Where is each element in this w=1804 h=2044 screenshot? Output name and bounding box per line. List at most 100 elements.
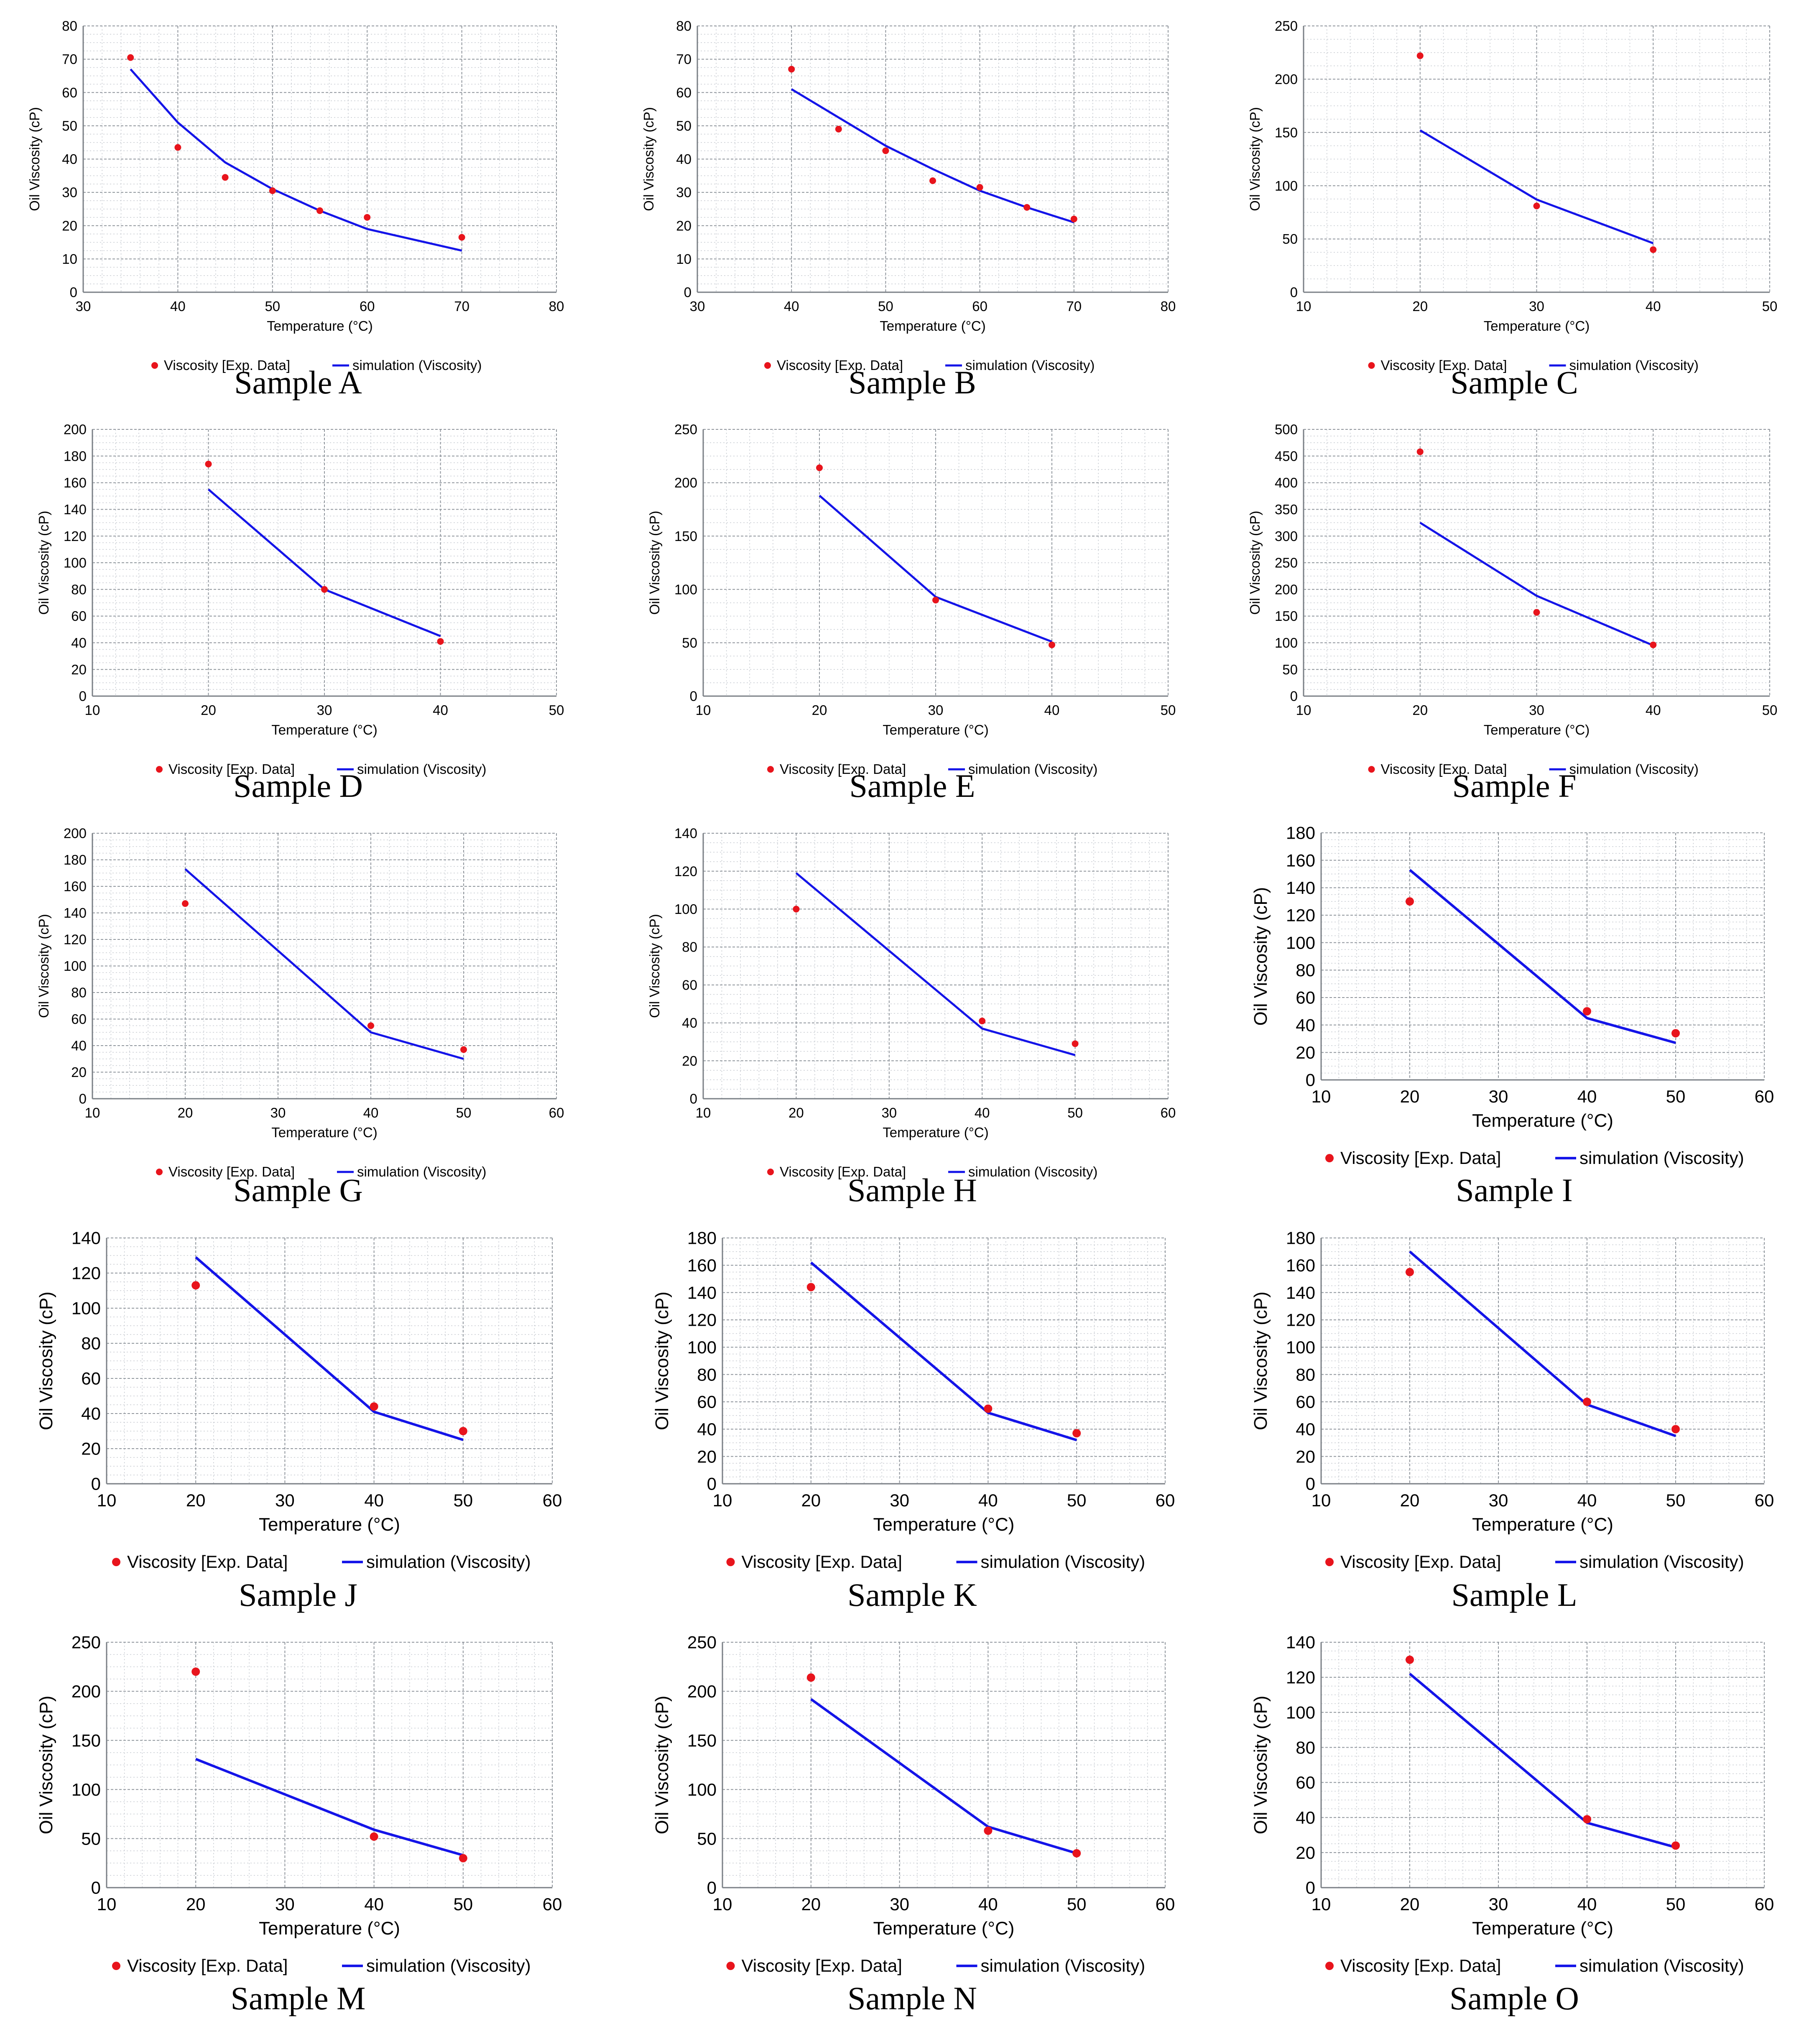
legend-marker-exp	[726, 1962, 735, 1970]
x-tick-label: 80	[1161, 299, 1176, 314]
x-tick-label: 10	[1312, 1490, 1331, 1510]
data-point-exp	[205, 460, 212, 467]
data-point-exp	[929, 177, 936, 184]
y-tick-label: 50	[81, 1829, 101, 1848]
data-point-exp	[976, 184, 983, 191]
y-axis-label: Oil Viscosity (cP)	[1250, 1696, 1271, 1835]
x-axis-label: Temperature (°C)	[1484, 318, 1590, 334]
y-tick-label: 40	[1296, 1808, 1315, 1827]
x-tick-label: 50	[1666, 1087, 1686, 1106]
y-tick-label: 160	[64, 475, 87, 490]
sample-title: Sample A	[234, 364, 362, 401]
y-tick-label: 250	[71, 1633, 101, 1652]
y-tick-label: 0	[1306, 1474, 1315, 1494]
y-tick-label: 80	[682, 939, 697, 955]
y-tick-label: 100	[71, 1780, 101, 1799]
y-tick-label: 250	[1275, 555, 1298, 571]
y-tick-label: 100	[1286, 1702, 1315, 1722]
y-tick-label: 60	[1296, 1392, 1315, 1412]
x-tick-label: 10	[1296, 702, 1312, 718]
x-tick-label: 20	[178, 1105, 193, 1120]
x-axis-label: Temperature (°C)	[880, 318, 985, 334]
data-point-exp	[269, 187, 276, 194]
y-tick-label: 0	[1306, 1878, 1315, 1898]
y-tick-label: 50	[1282, 231, 1298, 247]
x-tick-label: 60	[543, 1894, 562, 1914]
y-tick-label: 180	[687, 1228, 717, 1248]
y-tick-label: 50	[697, 1829, 717, 1848]
x-tick-label: 20	[812, 702, 827, 718]
y-tick-label: 40	[71, 635, 87, 651]
y-tick-label: 80	[62, 18, 77, 34]
y-tick-label: 10	[676, 251, 691, 267]
y-tick-label: 120	[64, 932, 87, 947]
data-point-exp	[1406, 897, 1414, 906]
y-tick-label: 80	[1296, 1365, 1315, 1384]
legend-marker-exp	[156, 766, 163, 773]
legend-marker-exp	[1325, 1962, 1334, 1970]
y-tick-label: 0	[70, 285, 77, 300]
data-point-exp	[321, 586, 328, 593]
y-tick-label: 70	[62, 51, 77, 67]
sample-title: Sample F	[1452, 768, 1577, 804]
y-axis-label: Oil Viscosity (cP)	[36, 511, 51, 615]
y-tick-label: 50	[62, 118, 77, 133]
x-tick-label: 10	[85, 1105, 100, 1120]
y-axis-label: Oil Viscosity (cP)	[1250, 887, 1271, 1026]
data-point-exp	[835, 125, 842, 133]
data-point-exp	[1650, 641, 1657, 648]
y-tick-label: 180	[1286, 823, 1315, 843]
y-tick-label: 0	[690, 689, 697, 704]
data-point-exp	[460, 1046, 467, 1053]
y-tick-label: 70	[676, 51, 691, 67]
data-point-exp	[1533, 202, 1540, 209]
x-tick-label: 30	[881, 1105, 897, 1120]
y-tick-label: 80	[697, 1365, 717, 1384]
y-tick-label: 150	[674, 528, 697, 544]
data-point-exp	[1072, 1849, 1081, 1858]
x-tick-label: 30	[690, 299, 705, 314]
data-point-exp	[191, 1281, 200, 1290]
y-tick-label: 150	[1275, 125, 1298, 140]
sample-title: Sample H	[847, 1172, 977, 1208]
legend-label-simulation: simulation (Viscosity)	[968, 761, 1097, 777]
legend-label-exp: Viscosity [Exp. Data]	[1340, 1552, 1501, 1572]
data-point-exp	[984, 1826, 993, 1835]
legend-label-simulation: simulation (Viscosity)	[366, 1552, 531, 1572]
y-axis-label: Oil Viscosity (cP)	[1250, 1291, 1271, 1430]
data-point-exp	[1533, 609, 1540, 616]
y-tick-label: 150	[1275, 608, 1298, 624]
x-tick-label: 30	[1489, 1490, 1508, 1510]
y-tick-label: 100	[674, 901, 697, 917]
y-tick-label: 20	[71, 1064, 87, 1080]
x-axis-label: Temperature (°C)	[259, 1514, 400, 1535]
y-tick-label: 120	[64, 528, 87, 544]
y-tick-label: 60	[1296, 1773, 1315, 1792]
legend-label-simulation: simulation (Viscosity)	[981, 1956, 1146, 1975]
y-tick-label: 60	[71, 608, 87, 624]
y-tick-label: 0	[1306, 1070, 1315, 1090]
x-tick-label: 60	[360, 299, 375, 314]
data-point-exp	[793, 906, 800, 913]
y-tick-label: 140	[71, 1228, 101, 1248]
x-tick-label: 50	[1067, 1105, 1083, 1120]
x-tick-label: 60	[1156, 1894, 1175, 1914]
y-tick-label: 100	[687, 1337, 717, 1357]
data-point-exp	[979, 1018, 986, 1025]
series-line-simulation	[184, 868, 464, 1060]
data-point-exp	[127, 54, 134, 61]
legend-label-simulation: simulation (Viscosity)	[357, 1164, 486, 1179]
y-tick-label: 160	[64, 879, 87, 894]
x-tick-label: 50	[265, 299, 280, 314]
y-axis-label: Oil Viscosity (cP)	[36, 1696, 56, 1835]
y-tick-label: 200	[64, 422, 87, 437]
y-tick-label: 20	[1296, 1843, 1315, 1863]
x-tick-label: 40	[1646, 702, 1661, 718]
x-tick-label: 10	[1312, 1894, 1331, 1914]
legend-label-simulation: simulation (Viscosity)	[1579, 1956, 1744, 1975]
